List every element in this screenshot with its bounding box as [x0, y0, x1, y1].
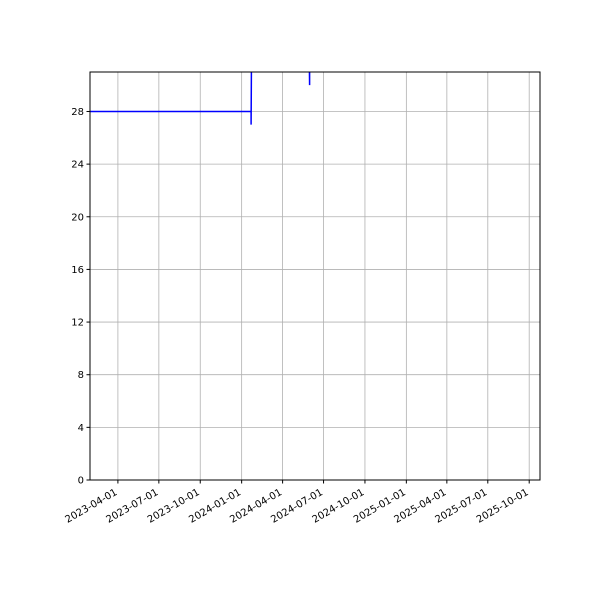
y-tick-label: 12 [71, 318, 84, 329]
y-tick-label: 28 [71, 107, 84, 118]
y-tick-label: 24 [71, 160, 84, 171]
y-tick-label: 8 [78, 370, 84, 381]
x-axis: 2023-04-012023-07-012023-10-012024-01-01… [64, 480, 531, 526]
y-tick-label: 0 [78, 476, 84, 487]
grid [90, 72, 540, 481]
plot-frame [89, 71, 541, 481]
y-tick-label: 16 [71, 265, 84, 276]
series-lines [90, 72, 311, 125]
y-tick-label: 20 [71, 212, 84, 223]
y-tick-label: 4 [78, 423, 84, 434]
y-axis: 0 4 8 12 16 20 24 28 [71, 107, 90, 487]
series-line [90, 72, 311, 125]
